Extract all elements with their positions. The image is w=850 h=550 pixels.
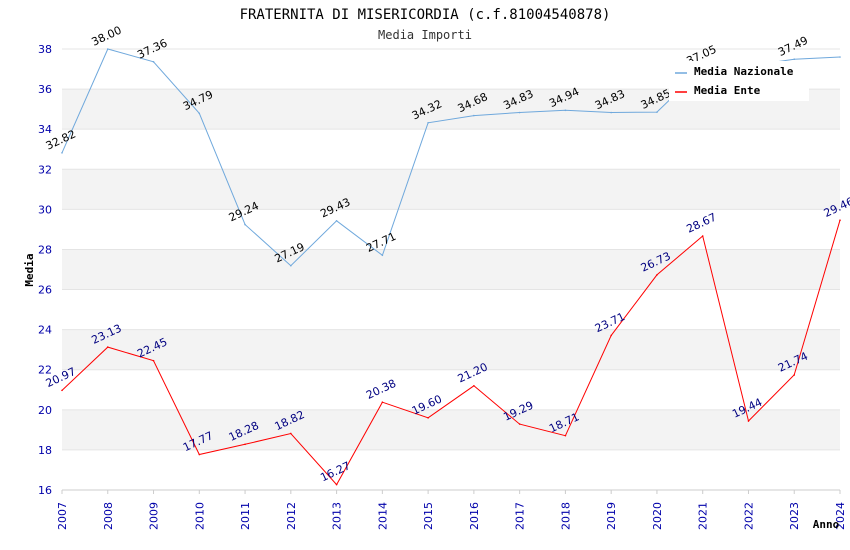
x-tick-label: 2020 [651,502,664,530]
data-point-media-ente [290,432,292,435]
chart-title: FRATERNITA DI MISERICORDIA (c.f.81004540… [240,7,611,23]
data-point-media-nazionale [244,223,246,226]
data-point-media-ente [793,374,796,376]
grid-band [62,169,840,210]
data-point-media-ente [381,401,384,404]
y-axis-label: Media [23,253,36,286]
series-line-media-ente [61,220,841,486]
data-point-media-nazionale [61,152,63,154]
x-tick-label: 2010 [193,502,206,530]
y-tick-label: 32 [38,163,52,176]
data-point-media-ente [198,453,201,456]
data-point-media-nazionale [152,61,155,63]
x-tick-label: 2015 [422,502,435,530]
chart-subtitle: Media Importi [378,28,472,42]
data-point-media-ente [701,235,704,237]
y-tick-label: 16 [38,484,52,497]
x-tick-label: 2013 [331,502,344,530]
y-tick-label: 18 [38,444,52,457]
data-point-media-ente [747,420,750,422]
legend-label-media-nazionale: Media Nazionale [694,65,794,78]
grid-band [62,369,840,410]
data-point-media-ente [61,389,63,392]
data-point-media-nazionale [381,254,384,257]
data-point-media-ente [839,219,841,221]
grid-band [62,289,840,330]
x-tick-label: 2012 [285,502,298,530]
data-point-media-nazionale [290,264,292,267]
x-tick-label: 2008 [102,502,115,530]
legend: Media Nazionale Media Ente [669,61,809,101]
x-tick-label: 2016 [468,502,481,530]
grid-band [62,409,840,450]
data-point-media-nazionale [564,109,567,112]
x-tick-label: 2007 [56,502,69,530]
x-tick-label: 2017 [514,502,527,530]
grid-band [62,129,840,170]
data-point-media-nazionale [839,56,841,58]
data-point-media-nazionale [473,114,475,117]
legend-label-media-ente: Media Ente [694,84,761,97]
grid-bands [62,48,840,491]
grid-band [62,209,840,250]
data-point-media-ente [518,423,521,425]
y-tick-label: 38 [38,43,52,56]
y-tick-label: 22 [38,364,52,377]
data-point-media-ente [656,274,658,276]
data-point-media-ente [610,334,612,337]
x-tick-label: 2022 [742,502,755,530]
x-tick-label: 2011 [239,502,252,530]
data-point-media-nazionale [656,111,658,113]
data-point-media-nazionale [198,112,201,115]
x-tick-label: 2021 [697,502,710,530]
grid-band [62,329,840,370]
y-tick-label: 34 [38,123,52,136]
y-tick-label: 24 [38,324,52,337]
x-tick-label: 2019 [605,502,618,530]
y-tick-label: 36 [38,83,52,96]
x-tick-label: 2014 [376,502,389,530]
legend-box [669,61,809,101]
y-tick-label: 20 [38,404,52,417]
data-point-media-nazionale [610,111,612,114]
data-point-media-ente [152,359,155,362]
x-axis-ticks: 2007 2008 2009 2010 2011 2012 2013 2014 2015 2016… [56,490,847,530]
y-tick-label: 26 [38,284,52,297]
y-tick-label: 30 [38,203,52,216]
data-point-media-nazionale [427,121,429,124]
data-point-media-ente [427,417,429,419]
y-tick-label: 28 [38,243,52,256]
data-point-media-nazionale [335,219,338,222]
x-tick-label: 2009 [148,502,161,530]
data-point-media-nazionale [518,111,521,114]
x-tick-label: 2023 [788,502,801,530]
data-point-media-ente [244,443,246,446]
data-point-media-ente [335,483,338,486]
data-point-media-ente [473,384,475,387]
x-tick-label: 2024 [834,502,847,530]
data-label-media-nazionale: 38.00 [90,24,124,49]
data-point-media-ente [564,434,567,437]
grid-band [62,449,840,490]
data-point-media-nazionale [793,58,796,61]
x-tick-label: 2018 [559,502,572,530]
y-axis-ticks: 16 18 20 22 24 26 28 30 32 34 36 38 [38,43,52,497]
data-point-media-nazionale [106,48,109,50]
grid-band [62,249,840,290]
data-point-media-ente [106,346,109,348]
x-axis-label: Anno [813,518,840,531]
